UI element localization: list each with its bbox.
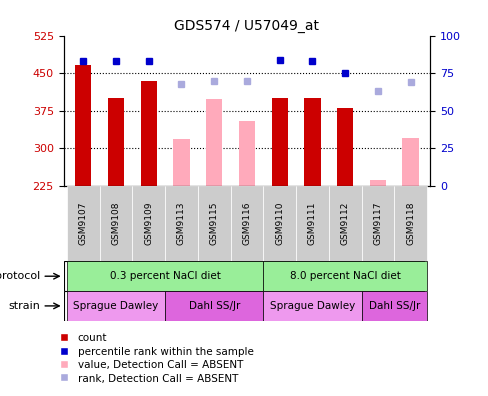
Title: GDS574 / U57049_at: GDS574 / U57049_at: [174, 19, 319, 33]
Text: GSM9118: GSM9118: [406, 202, 414, 246]
Bar: [140, 81, 157, 186]
Bar: [402, 139, 418, 186]
Text: Sprague Dawley: Sprague Dawley: [73, 301, 158, 311]
Text: GSM9117: GSM9117: [373, 202, 382, 246]
Text: strain: strain: [9, 301, 41, 311]
Text: GSM9108: GSM9108: [111, 202, 120, 246]
Bar: [165, 186, 198, 261]
Bar: [205, 99, 222, 186]
Bar: [198, 186, 230, 261]
Text: GSM9116: GSM9116: [242, 202, 251, 246]
Bar: [132, 186, 165, 261]
Text: protocol: protocol: [0, 271, 41, 281]
Text: Dahl SS/Jr: Dahl SS/Jr: [368, 301, 419, 311]
Bar: [295, 186, 328, 261]
Bar: [263, 291, 361, 321]
Text: GSM9112: GSM9112: [340, 202, 349, 246]
Bar: [67, 261, 263, 291]
Text: 0.3 percent NaCl diet: 0.3 percent NaCl diet: [109, 271, 220, 281]
Bar: [75, 65, 91, 186]
Text: Dahl SS/Jr: Dahl SS/Jr: [188, 301, 240, 311]
Text: Sprague Dawley: Sprague Dawley: [269, 301, 354, 311]
Bar: [100, 186, 132, 261]
Legend: count, percentile rank within the sample, value, Detection Call = ABSENT, rank, : count, percentile rank within the sample…: [59, 333, 253, 383]
Bar: [165, 291, 263, 321]
Text: GSM9111: GSM9111: [307, 202, 316, 246]
Text: GSM9109: GSM9109: [144, 202, 153, 246]
Bar: [263, 186, 295, 261]
Bar: [173, 139, 189, 186]
Bar: [336, 109, 353, 186]
Bar: [238, 121, 255, 186]
Text: GSM9107: GSM9107: [79, 202, 87, 246]
Bar: [67, 186, 100, 261]
Text: 8.0 percent NaCl diet: 8.0 percent NaCl diet: [289, 271, 400, 281]
Text: GSM9110: GSM9110: [275, 202, 284, 246]
Text: GSM9115: GSM9115: [209, 202, 218, 246]
Bar: [263, 261, 426, 291]
Text: GSM9113: GSM9113: [177, 202, 185, 246]
Bar: [393, 186, 426, 261]
Bar: [369, 180, 386, 186]
Bar: [67, 291, 165, 321]
Bar: [328, 186, 361, 261]
Bar: [361, 186, 393, 261]
Bar: [271, 98, 287, 186]
Bar: [107, 98, 124, 186]
Bar: [304, 98, 320, 186]
Bar: [230, 186, 263, 261]
Bar: [361, 291, 426, 321]
